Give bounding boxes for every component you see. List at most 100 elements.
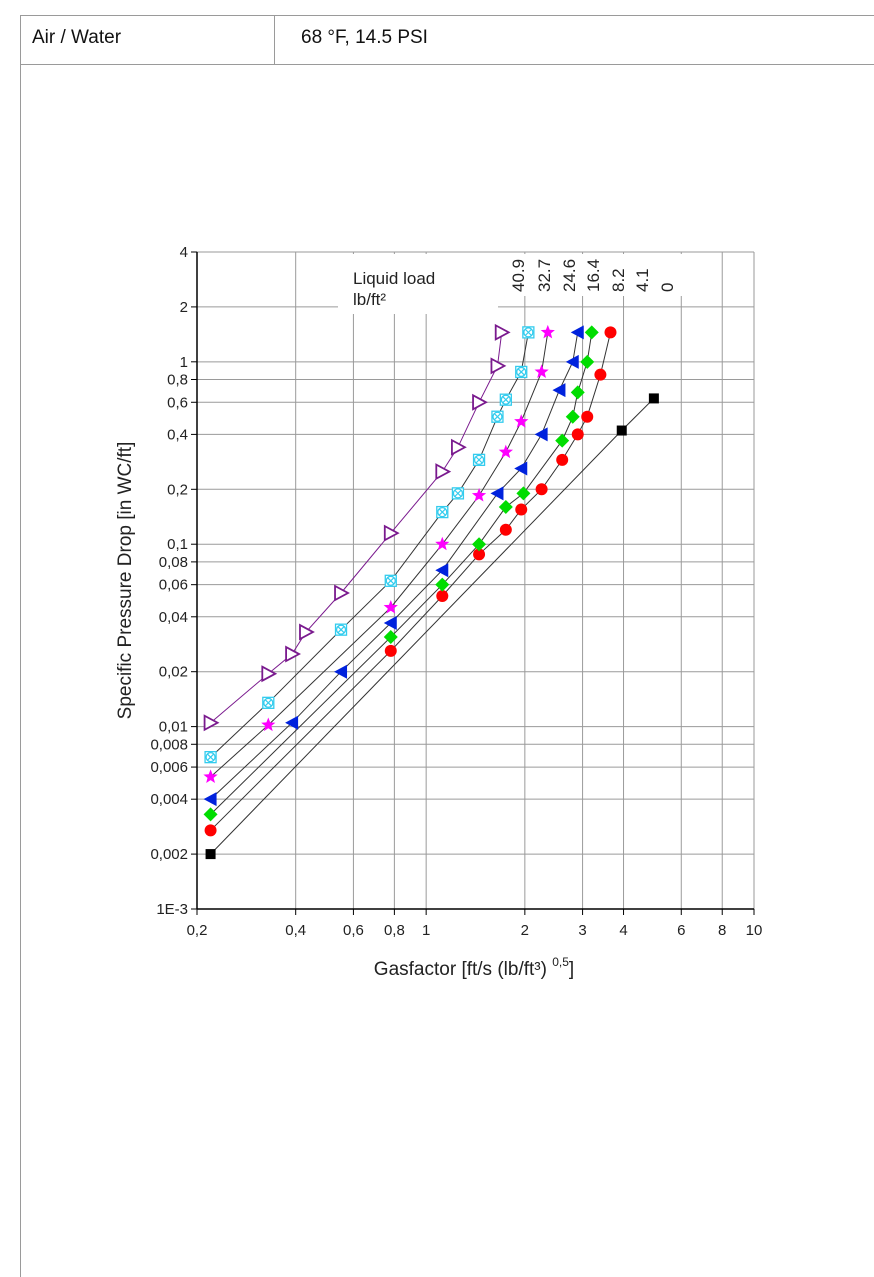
marker-circle <box>473 548 486 561</box>
y-tick-label: 0,01 <box>159 719 188 736</box>
x-tick-label: 4 <box>619 922 627 939</box>
marker-star <box>383 600 398 614</box>
series-line-40-9 <box>210 332 503 724</box>
marker-circle <box>604 326 617 339</box>
marker-ring <box>263 697 274 708</box>
marker-diamond <box>584 325 599 340</box>
marker-diamond <box>570 385 585 400</box>
marker-triangle-left <box>490 486 504 501</box>
marker-star <box>471 488 487 502</box>
marker-triangle-right <box>203 714 220 732</box>
y-tick-label: 0,4 <box>167 426 188 443</box>
marker-diamond <box>472 537 487 552</box>
legend-series-label: 0 <box>658 283 677 292</box>
marker-star <box>498 444 513 459</box>
marker-diamond <box>565 409 580 424</box>
marker-triangle-left <box>552 383 566 398</box>
x-tick-label: 10 <box>746 922 763 939</box>
marker-circle <box>384 644 397 657</box>
marker-circle <box>499 523 512 536</box>
x-tick-label: 6 <box>677 922 685 939</box>
marker-star <box>514 414 529 428</box>
legend-title: Liquid load <box>353 269 435 288</box>
marker-ring <box>452 488 464 499</box>
marker-ring <box>516 366 527 378</box>
legend-series-label: 32.7 <box>535 259 554 292</box>
y-tick-label: 1 <box>180 354 188 371</box>
x-tick-label: 0,2 <box>187 922 208 939</box>
x-tick-label: 8 <box>718 922 726 939</box>
y-tick-label: 0,02 <box>159 664 188 681</box>
marker-diamond <box>435 577 450 592</box>
y-tick-label: 1E-3 <box>156 901 188 918</box>
marker-cross <box>475 456 483 464</box>
marker-circle <box>535 483 548 496</box>
x-tick-label: 1 <box>422 922 430 939</box>
marker-diamond <box>516 486 531 501</box>
marker-circle <box>571 428 584 441</box>
marker-triangle-left <box>514 461 528 476</box>
y-tick-label: 2 <box>180 299 188 316</box>
x-axis-title: Gasfactor [ft/s (lb/ft³) 0,5] <box>374 955 574 980</box>
marker-cross <box>207 753 214 761</box>
marker-diamond <box>555 433 570 448</box>
y-tick-label: 0,004 <box>150 791 188 808</box>
marker-triangle-right <box>490 357 507 375</box>
marker-diamond <box>383 629 398 644</box>
marker-star <box>261 717 276 732</box>
y-tick-label: 0,006 <box>150 759 188 776</box>
y-tick-label: 0,08 <box>159 554 188 571</box>
marker-circle <box>581 410 594 423</box>
marker-star <box>203 769 218 783</box>
legend-box-bottom <box>338 296 498 314</box>
legend-series-label: 24.6 <box>560 259 579 292</box>
marker-triangle-left <box>534 427 548 442</box>
marker-circle <box>515 503 528 516</box>
y-tick-label: 4 <box>180 244 188 261</box>
legend-box-top <box>338 254 715 296</box>
marker-diamond <box>580 354 595 369</box>
x-tick-label: 3 <box>578 922 586 939</box>
marker-ring <box>385 575 396 586</box>
y-tick-label: 0,06 <box>159 577 188 594</box>
marker-diamond <box>498 499 513 514</box>
header-divider <box>274 15 275 65</box>
marker-cross <box>264 699 272 707</box>
system-cell: Air / Water <box>32 27 122 48</box>
series-line-24-6 <box>210 332 549 778</box>
marker-ring <box>500 394 511 405</box>
y-tick-label: 0,8 <box>167 371 188 388</box>
marker-square <box>616 425 627 436</box>
y-tick-label: 0,1 <box>167 536 188 553</box>
marker-triangle-right <box>383 524 400 542</box>
marker-cross <box>438 508 446 516</box>
marker-circle <box>594 368 607 381</box>
marker-cross <box>387 577 395 585</box>
x-tick-label: 2 <box>521 922 529 939</box>
marker-star <box>540 324 555 339</box>
marker-triangle-left <box>334 664 348 679</box>
x-tick-label: 0,4 <box>285 922 306 939</box>
marker-square <box>648 393 659 404</box>
y-tick-label: 0,002 <box>150 846 188 863</box>
marker-circle <box>204 824 217 837</box>
x-tick-label: 0,6 <box>343 922 364 939</box>
marker-triangle-right <box>299 623 315 641</box>
header-row <box>20 15 874 65</box>
legend-title: lb/ft² <box>353 290 386 309</box>
marker-square <box>205 849 216 860</box>
legend-series-label: 4.1 <box>633 268 652 292</box>
marker-ring <box>437 506 448 518</box>
marker-cross <box>337 626 345 634</box>
marker-triangle-left <box>285 715 299 730</box>
marker-cross <box>524 328 532 336</box>
marker-cross <box>494 413 501 421</box>
marker-triangle-right <box>285 645 301 663</box>
series-line-4-1 <box>210 332 611 831</box>
marker-triangle-right <box>472 393 488 411</box>
y-axis-title: Specific Pressure Drop [in WC/ft] <box>115 442 136 720</box>
y-tick-label: 0,6 <box>167 394 188 411</box>
marker-triangle-right <box>261 665 278 683</box>
marker-star <box>435 536 450 551</box>
